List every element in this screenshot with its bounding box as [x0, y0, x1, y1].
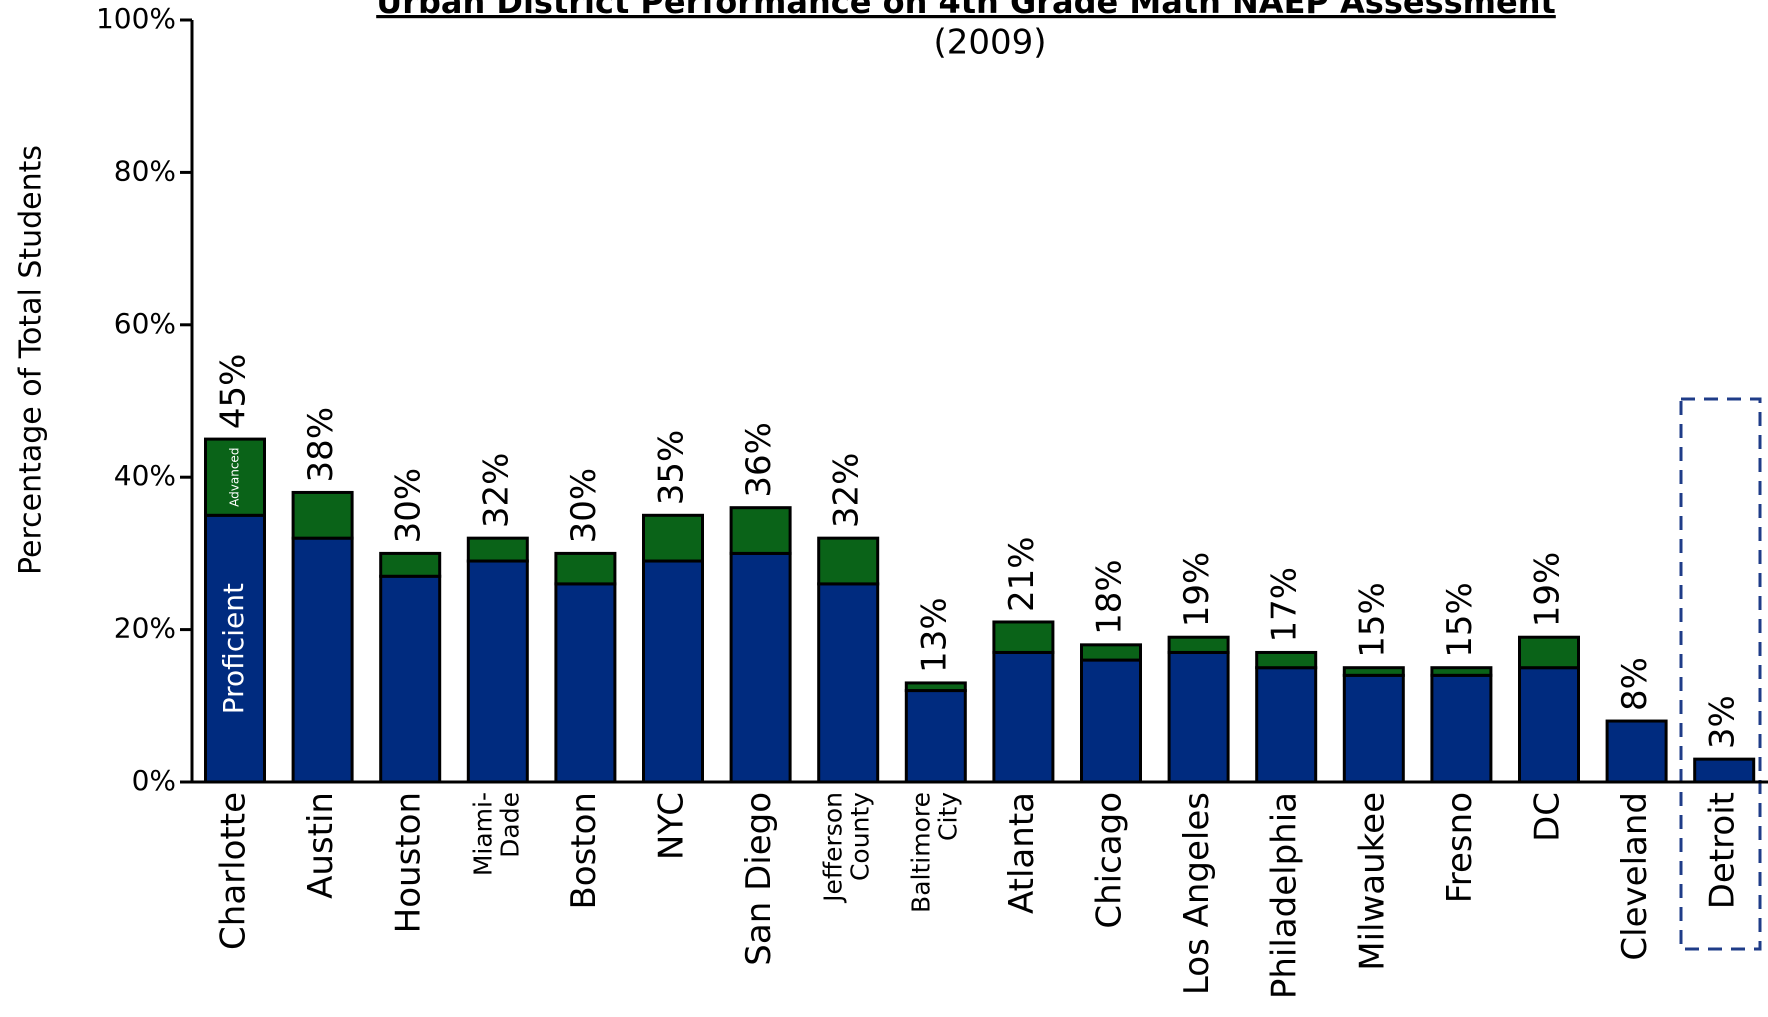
total-label: 18%	[1090, 559, 1130, 635]
total-label: 45%	[214, 354, 254, 430]
total-label: 13%	[914, 597, 954, 673]
total-label: 8%	[1615, 657, 1655, 711]
x-tick-label: Houston	[389, 792, 429, 933]
bar-segment	[642, 513, 704, 563]
total-label: 19%	[1528, 552, 1568, 628]
bar-segment	[1430, 673, 1493, 784]
total-label: 38%	[301, 407, 341, 483]
x-tick-label: Detroit	[1703, 792, 1743, 909]
bar-segment	[1430, 666, 1493, 677]
bar-segment	[1342, 666, 1405, 677]
total-label: 15%	[1352, 582, 1392, 658]
total-label: 15%	[1440, 582, 1480, 658]
y-tick-label: 100%	[96, 2, 176, 35]
total-label: 3%	[1703, 695, 1743, 749]
highlight-box	[1679, 397, 1762, 951]
x-tick-label: Milwaukee	[1352, 792, 1392, 971]
bar-segment	[379, 551, 442, 578]
x-tick-label: Fresno	[1440, 792, 1480, 903]
bar-segment	[466, 559, 529, 784]
bar-segment	[1605, 719, 1668, 784]
bar-segment	[817, 536, 880, 586]
x-tick-label: Charlotte	[214, 792, 254, 950]
y-tick-label: 60%	[114, 307, 176, 340]
x-tick-label: Miami-	[468, 792, 497, 876]
total-label: 19%	[1177, 552, 1217, 628]
x-tick-label: DC	[1528, 792, 1568, 842]
bar-segment	[904, 681, 967, 693]
bar-segment	[1255, 666, 1318, 784]
x-tick-label: Philadelphia	[1265, 792, 1305, 999]
bar-segment	[466, 536, 529, 563]
bar-segment	[642, 559, 704, 784]
x-tick-label: Cleveland	[1615, 792, 1655, 961]
bar-segment	[204, 437, 266, 517]
total-label: 32%	[476, 453, 516, 529]
x-tick-label: City	[933, 792, 962, 841]
bar-segment	[992, 650, 1055, 784]
bar-segment	[992, 620, 1055, 654]
bar-segment	[729, 551, 792, 784]
chart-subtitle: (2009)	[933, 23, 1046, 63]
x-tick-label: NYC	[652, 792, 692, 860]
bar-segment	[729, 506, 792, 555]
bar-segment	[1167, 635, 1230, 654]
bar-segment	[904, 689, 967, 784]
x-tick-label: San Diego	[739, 792, 779, 966]
y-tick-label: 80%	[114, 154, 176, 187]
bar-segment	[1255, 650, 1318, 670]
x-tick-label: Chicago	[1090, 792, 1130, 929]
total-label: 30%	[389, 468, 429, 544]
bar-segment	[1518, 635, 1580, 670]
total-label: 35%	[652, 430, 692, 506]
bar-segment	[1080, 643, 1142, 662]
x-tick-label: Dade	[495, 792, 524, 858]
bar-segment	[554, 582, 617, 784]
bar-segment	[1693, 757, 1756, 784]
y-tick-label: 40%	[114, 459, 176, 492]
bar-segment	[291, 536, 354, 784]
bar-segment	[1518, 666, 1580, 784]
x-tick-label: Austin	[301, 792, 341, 899]
y-tick-label: 20%	[114, 612, 176, 645]
y-axis-label: Percentage of Total Students	[14, 145, 49, 575]
x-tick-label: Atlanta	[1002, 792, 1042, 914]
total-label: 36%	[739, 422, 779, 498]
x-tick-label: Los Angeles	[1177, 792, 1217, 995]
bar-segment	[1342, 673, 1405, 784]
total-label: 32%	[827, 453, 867, 529]
x-tick-label: Jefferson	[819, 792, 848, 904]
chart-title: Urban District Performance on 4th Grade …	[376, 0, 1556, 21]
bar-segment	[1080, 658, 1142, 784]
segment-label: Proficient	[217, 583, 250, 714]
bar-segment	[291, 490, 354, 540]
segment-label: Advanced	[228, 448, 242, 507]
total-label: 17%	[1265, 567, 1305, 643]
x-tick-label: County	[846, 792, 875, 881]
x-tick-label: Baltimore	[906, 792, 935, 913]
bar-segment	[817, 582, 880, 784]
y-tick-label: 0%	[132, 764, 176, 797]
x-tick-label: Boston	[564, 792, 604, 910]
total-label: 30%	[564, 468, 604, 544]
total-label: 21%	[1002, 536, 1042, 612]
bar-segment	[1167, 650, 1230, 784]
bar-segment	[379, 574, 442, 784]
bar-segment	[554, 551, 617, 586]
